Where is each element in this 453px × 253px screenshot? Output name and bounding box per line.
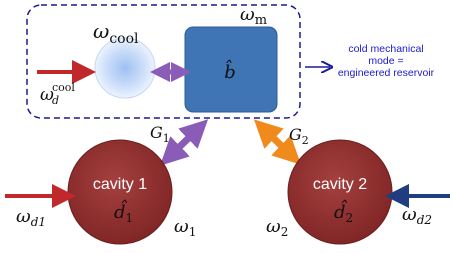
drive-freq: ωd2 [402, 204, 432, 227]
subscript: 1 [126, 211, 134, 225]
coupling-1 [170, 129, 198, 156]
symbol: ω [402, 204, 417, 225]
cooling-sphere [95, 38, 155, 98]
cavity-freq: ω1 [174, 216, 196, 239]
subscript: 1 [163, 132, 170, 145]
symbol: ω [266, 216, 281, 237]
subscript: cool [109, 31, 139, 47]
subscript: 1 [189, 225, 197, 239]
symbol: ω [93, 19, 109, 43]
coupling-2 [264, 129, 291, 155]
symbol: ω [174, 216, 189, 237]
subscript: m [255, 13, 267, 28]
mode-operator: b̂ [224, 58, 236, 83]
note-line: mode = [368, 55, 403, 67]
cavity-label: cavity 2 [313, 176, 367, 193]
diagram: ωcool ωm b̂ ωdcool cold mechanicalmode =… [0, 0, 453, 253]
superscript: cool [52, 81, 75, 94]
note-line: engineered reservoir [338, 67, 435, 79]
subscript: 2 [302, 134, 309, 147]
coupling-label: G1 [150, 123, 170, 145]
coupling-label: G2 [289, 125, 309, 147]
note-line: cold mechanical [348, 43, 423, 55]
symbol: G [289, 125, 302, 144]
drive-freq: ωd1 [16, 206, 46, 229]
subscript: 2 [281, 225, 289, 239]
subscript: d [52, 94, 59, 107]
symbol: G [150, 123, 163, 142]
mode-freq: ωm [240, 4, 267, 28]
symbol: ω [16, 206, 31, 227]
subscript: 2 [346, 211, 354, 225]
page: {"reservoir": { "cooling_freq": {"symbol… [0, 0, 453, 253]
symbol: ω [240, 4, 255, 25]
cavity-label: cavity 1 [93, 176, 147, 193]
cooling-drive: ωdcool [40, 81, 75, 107]
cavity-freq: ω2 [266, 216, 288, 239]
cooling-freq: ωcool [93, 19, 139, 47]
subscript: d1 [31, 215, 46, 229]
subscript: d2 [417, 213, 432, 227]
